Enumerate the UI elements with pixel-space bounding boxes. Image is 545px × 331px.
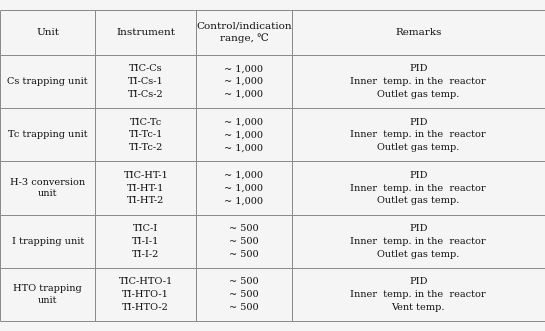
Text: PID
Inner  temp. in the  reactor
Outlet gas temp.: PID Inner temp. in the reactor Outlet ga… [350, 224, 486, 259]
Text: TIC-I
TI-I-1
TI-I-2: TIC-I TI-I-1 TI-I-2 [132, 224, 160, 259]
Text: PID
Inner  temp. in the  reactor
Outlet gas temp.: PID Inner temp. in the reactor Outlet ga… [350, 118, 486, 152]
Text: TIC-HTO-1
TI-HTO-1
TI-HTO-2: TIC-HTO-1 TI-HTO-1 TI-HTO-2 [119, 277, 173, 312]
Text: PID
Inner  temp. in the  reactor
Outlet gas temp.: PID Inner temp. in the reactor Outlet ga… [350, 64, 486, 99]
Text: Control/indication
range, ℃: Control/indication range, ℃ [196, 22, 292, 43]
Text: Cs trapping unit: Cs trapping unit [8, 77, 88, 86]
Text: TIC-Tc
TI-Tc-1
TI-Tc-2: TIC-Tc TI-Tc-1 TI-Tc-2 [129, 118, 163, 152]
Text: Unit: Unit [36, 28, 59, 37]
Text: ~ 1,000
~ 1,000
~ 1,000: ~ 1,000 ~ 1,000 ~ 1,000 [225, 64, 263, 99]
Text: ~ 500
~ 500
~ 500: ~ 500 ~ 500 ~ 500 [229, 277, 259, 312]
Text: Tc trapping unit: Tc trapping unit [8, 130, 88, 139]
Text: ~ 500
~ 500
~ 500: ~ 500 ~ 500 ~ 500 [229, 224, 259, 259]
Text: Instrument: Instrument [116, 28, 175, 37]
Text: PID
Inner  temp. in the  reactor
Outlet gas temp.: PID Inner temp. in the reactor Outlet ga… [350, 171, 486, 206]
Text: TIC-HT-1
TI-HT-1
TI-HT-2: TIC-HT-1 TI-HT-1 TI-HT-2 [123, 171, 168, 206]
Text: ~ 1,000
~ 1,000
~ 1,000: ~ 1,000 ~ 1,000 ~ 1,000 [225, 171, 263, 206]
Text: Remarks: Remarks [395, 28, 441, 37]
Text: TIC-Cs
TI-Cs-1
TI-Cs-2: TIC-Cs TI-Cs-1 TI-Cs-2 [128, 64, 164, 99]
Text: I trapping unit: I trapping unit [11, 237, 84, 246]
Text: HTO trapping
unit: HTO trapping unit [13, 284, 82, 305]
Text: H-3 conversion
unit: H-3 conversion unit [10, 178, 85, 198]
Text: PID
Inner  temp. in the  reactor
Vent temp.: PID Inner temp. in the reactor Vent temp… [350, 277, 486, 312]
Text: ~ 1,000
~ 1,000
~ 1,000: ~ 1,000 ~ 1,000 ~ 1,000 [225, 118, 263, 152]
